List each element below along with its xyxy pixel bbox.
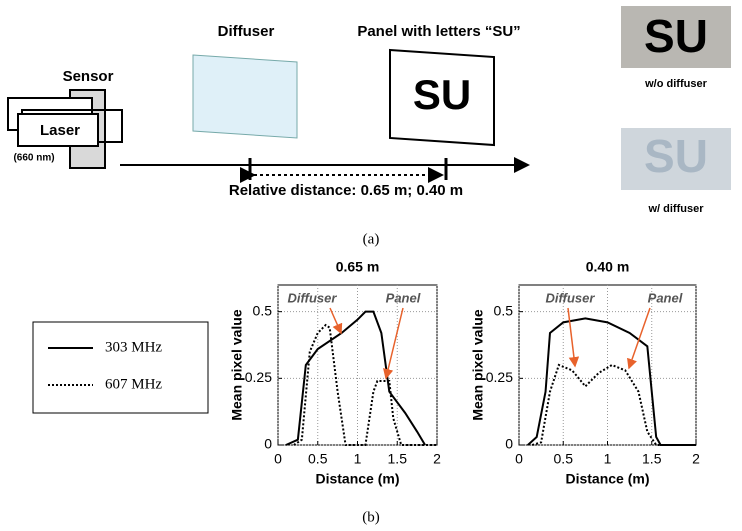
x-tick-label: 1.5 <box>388 451 408 467</box>
wavelength-label: (660 nm) <box>13 153 54 164</box>
panel-label: Panel with letters “SU” <box>357 23 520 40</box>
photo-caption: w/o diffuser <box>644 78 707 90</box>
annotation-arrow <box>627 307 651 370</box>
annotation: Panel <box>648 290 683 305</box>
y-tick-label: 0.5 <box>494 302 514 318</box>
photo <box>621 6 731 68</box>
laser-box <box>17 113 99 147</box>
x-tick-label: 2 <box>433 451 441 467</box>
photo <box>621 128 731 190</box>
y-tick-label: 0 <box>264 436 272 452</box>
legend-box <box>32 321 209 414</box>
sensor-label: Sensor <box>63 68 114 85</box>
y-axis-label: Mean pixel value <box>470 309 486 420</box>
diffuser-label: Diffuser <box>218 23 275 40</box>
x-tick-label: 0.5 <box>308 451 328 467</box>
y-axis-label: Mean pixel value <box>229 309 245 420</box>
photo-letters: SU <box>644 130 708 182</box>
data-line <box>527 317 696 446</box>
x-tick-label: 1 <box>354 451 362 467</box>
x-tick-label: 2 <box>692 451 700 467</box>
x-tick-label: 0.5 <box>554 451 574 467</box>
photo-letters: SU <box>644 10 708 62</box>
annotation-arrow <box>567 307 580 368</box>
chart-title: 0.65 m <box>336 259 380 275</box>
photo-caption: w/ diffuser <box>647 203 704 215</box>
x-tick-label: 0 <box>515 451 523 467</box>
diffuser-plate <box>192 54 298 139</box>
caption: (b) <box>362 509 380 525</box>
data-line <box>531 363 696 446</box>
annotation: Diffuser <box>546 290 596 305</box>
laser-label: Laser <box>40 122 80 139</box>
distance-label: Relative distance: 0.65 m; 0.40 m <box>229 182 463 199</box>
x-tick-label: 0 <box>274 451 282 467</box>
panel-plate <box>389 48 495 147</box>
annotation: Panel <box>386 290 421 305</box>
legend-label: 303 MHz <box>105 339 162 355</box>
annotation: Diffuser <box>288 290 338 305</box>
annotation-arrow <box>329 307 343 335</box>
x-tick-label: 1.5 <box>642 451 662 467</box>
y-tick-label: 0.25 <box>245 369 272 385</box>
legend-label: 607 MHz <box>105 376 162 392</box>
x-axis-label: Distance (m) <box>565 471 649 487</box>
chart-title: 0.40 m <box>586 259 630 275</box>
diagram: Sensor Laser (660 nm) Diffuser SU Panel … <box>7 6 731 247</box>
panel-letters: SU <box>413 71 471 118</box>
y-tick-label: 0 <box>505 436 513 452</box>
y-tick-label: 0.25 <box>486 369 513 385</box>
y-tick-label: 0.5 <box>253 302 273 318</box>
caption: (a) <box>363 231 380 247</box>
annotation-arrow <box>383 307 404 380</box>
data-line <box>285 310 426 446</box>
data-line <box>293 323 437 446</box>
x-axis-label: Distance (m) <box>315 471 399 487</box>
x-tick-label: 1 <box>604 451 612 467</box>
